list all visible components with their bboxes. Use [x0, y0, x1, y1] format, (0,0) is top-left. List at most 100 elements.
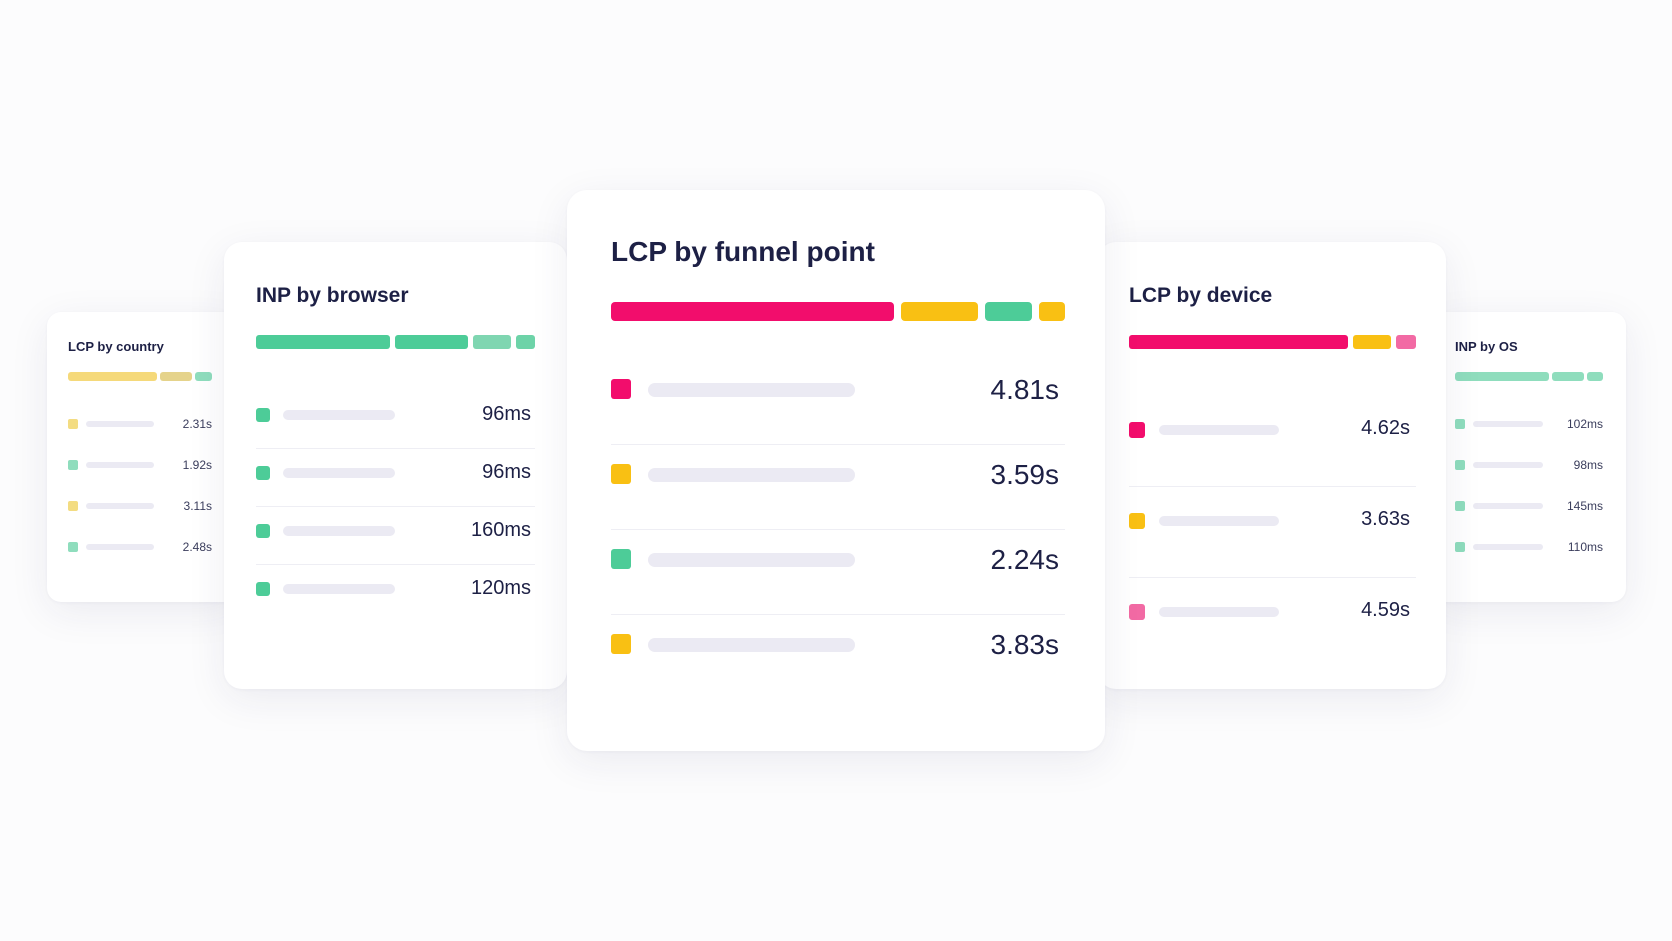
- inp-by-browser-card[interactable]: INP by browser 96ms 96ms 160ms 120ms: [224, 242, 567, 689]
- metric-value: 4.62s: [1361, 417, 1410, 439]
- bar-segment: [1129, 335, 1348, 349]
- bar-segment: [1455, 372, 1549, 381]
- label-placeholder: [283, 468, 395, 478]
- label-placeholder: [1473, 421, 1543, 427]
- metric-value: 110ms: [1567, 540, 1603, 554]
- list-item[interactable]: 110ms: [1455, 535, 1603, 576]
- bar-segment: [1395, 335, 1417, 349]
- breakdown-list: 4.81s 3.59s 2.24s 3.83s: [611, 360, 1065, 700]
- list-item[interactable]: 2.31s: [68, 412, 212, 453]
- list-item[interactable]: 4.81s: [611, 360, 1065, 445]
- color-swatch: [68, 542, 78, 552]
- label-placeholder: [1473, 462, 1543, 468]
- lcp-by-device-card[interactable]: LCP by device 4.62s 3.63s 4.59s: [1098, 242, 1446, 689]
- label-placeholder: [648, 383, 855, 397]
- color-swatch: [68, 419, 78, 429]
- color-swatch: [611, 549, 631, 569]
- bar-segment: [1587, 372, 1603, 381]
- distribution-bar: [256, 335, 535, 349]
- list-item[interactable]: 3.63s: [1129, 487, 1416, 578]
- color-swatch: [1455, 460, 1465, 470]
- card-title: INP by OS: [1455, 339, 1518, 354]
- label-placeholder: [86, 503, 154, 509]
- metric-value: 3.63s: [1361, 508, 1410, 530]
- label-placeholder: [1159, 607, 1279, 617]
- metric-value: 3.11s: [183, 499, 212, 513]
- bar-segment: [195, 372, 212, 381]
- list-item[interactable]: 160ms: [256, 507, 535, 565]
- label-placeholder: [648, 468, 855, 482]
- list-item[interactable]: 4.62s: [1129, 396, 1416, 487]
- metric-value: 160ms: [470, 519, 531, 541]
- color-swatch: [1455, 419, 1465, 429]
- label-placeholder: [283, 410, 395, 420]
- metric-value: 96ms: [482, 461, 531, 483]
- color-swatch: [1129, 604, 1145, 620]
- bar-segment: [394, 335, 469, 349]
- label-placeholder: [86, 421, 154, 427]
- bar-segment: [611, 302, 894, 321]
- list-item[interactable]: 120ms: [256, 565, 535, 623]
- breakdown-list: 96ms 96ms 160ms 120ms: [256, 391, 535, 623]
- color-swatch: [256, 408, 270, 422]
- label-placeholder: [648, 638, 855, 652]
- metric-value: 4.59s: [1361, 599, 1410, 621]
- color-swatch: [611, 464, 631, 484]
- breakdown-list: 4.62s 3.63s 4.59s: [1129, 396, 1416, 669]
- card-title: INP by browser: [256, 284, 409, 307]
- bar-segment: [256, 335, 390, 349]
- list-item[interactable]: 1.92s: [68, 453, 212, 494]
- card-title: LCP by country: [68, 339, 164, 354]
- color-swatch: [256, 582, 270, 596]
- metric-value: 2.24s: [990, 544, 1060, 575]
- color-swatch: [68, 501, 78, 511]
- label-placeholder: [1159, 516, 1279, 526]
- distribution-bar: [1129, 335, 1417, 349]
- color-swatch: [611, 379, 631, 399]
- metric-value: 96ms: [482, 403, 531, 425]
- metric-value: 3.59s: [990, 459, 1060, 490]
- metric-value: 2.31s: [182, 417, 212, 431]
- bar-segment: [901, 302, 978, 321]
- list-item[interactable]: 4.59s: [1129, 578, 1416, 669]
- color-swatch: [256, 466, 270, 480]
- label-placeholder: [1473, 544, 1543, 550]
- label-placeholder: [86, 462, 154, 468]
- metric-value: 102ms: [1566, 417, 1603, 431]
- list-item[interactable]: 96ms: [256, 391, 535, 449]
- breakdown-list: 2.31s 1.92s 3.11s 2.48s: [68, 412, 212, 576]
- metric-value: 98ms: [1573, 458, 1603, 472]
- list-item[interactable]: 98ms: [1455, 453, 1603, 494]
- breakdown-list: 102ms 98ms 145ms 110ms: [1455, 412, 1603, 576]
- list-item[interactable]: 2.24s: [611, 530, 1065, 615]
- list-item[interactable]: 102ms: [1455, 412, 1603, 453]
- bar-segment: [515, 335, 535, 349]
- list-item[interactable]: 2.48s: [68, 535, 212, 576]
- label-placeholder: [1159, 425, 1279, 435]
- color-swatch: [1129, 422, 1145, 438]
- distribution-bar: [1455, 372, 1603, 381]
- label-placeholder: [1473, 503, 1543, 509]
- bar-segment: [1552, 372, 1584, 381]
- bar-segment: [985, 302, 1032, 321]
- metric-value: 3.83s: [990, 629, 1060, 660]
- list-item[interactable]: 3.83s: [611, 615, 1065, 700]
- label-placeholder: [283, 584, 395, 594]
- inp-by-os-card[interactable]: INP by OS 102ms 98ms 145ms 110ms: [1432, 312, 1626, 602]
- distribution-bar: [68, 372, 212, 381]
- list-item[interactable]: 3.11s: [68, 494, 212, 535]
- lcp-by-funnel-point-card[interactable]: LCP by funnel point 4.81s 3.59s 2.24s 3.83s: [567, 190, 1105, 751]
- metric-value: 1.92s: [182, 458, 212, 472]
- distribution-bar: [611, 302, 1065, 321]
- color-swatch: [611, 634, 631, 654]
- color-swatch: [1455, 542, 1465, 552]
- list-item[interactable]: 145ms: [1455, 494, 1603, 535]
- bar-segment: [1039, 302, 1065, 321]
- lcp-by-country-card[interactable]: LCP by country 2.31s 1.92s 3.11s 2.48s: [47, 312, 241, 602]
- bar-segment: [473, 335, 511, 349]
- metric-value: 4.81s: [990, 374, 1060, 405]
- list-item[interactable]: 96ms: [256, 449, 535, 507]
- color-swatch: [256, 524, 270, 538]
- list-item[interactable]: 3.59s: [611, 445, 1065, 530]
- bar-segment: [1352, 335, 1391, 349]
